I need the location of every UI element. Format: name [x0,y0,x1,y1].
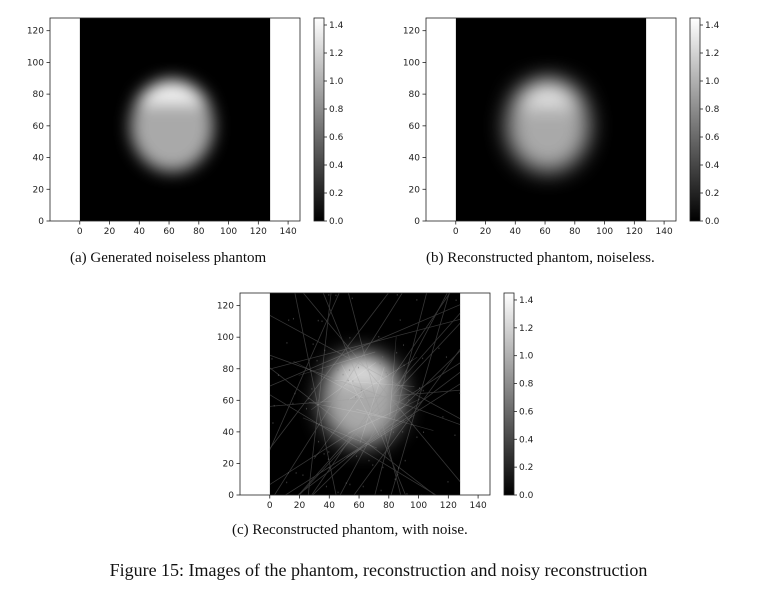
subcaption-b: (b) Reconstructed phantom, noiseless. [426,250,655,266]
y-tick-label: 20 [33,185,45,195]
y-tick-label: 60 [33,122,45,132]
phantom-plot-b: 0 20 40 60 80 100 120 140 0 20 40 60 80 100 120 0.0 0.2 0… [403,17,720,237]
x-tick-label: 140 [470,501,487,511]
colorbar-tick-label: 1.2 [329,49,343,59]
y-tick-label: 0 [414,217,420,227]
y-tick-label: 120 [403,27,420,37]
x-tick-label: 120 [626,227,643,237]
x-tick-label: 100 [220,227,237,237]
colorbar-tick-label: 1.4 [329,21,344,31]
colorbar-tick-label: 0.0 [705,217,720,227]
x-tick-label: 0 [453,227,459,237]
x-tick-label: 80 [193,227,205,237]
colorbar-tick-label: 0.4 [705,161,720,171]
colorbar-tick-label: 1.0 [329,77,344,87]
panel-c: 0 20 40 60 80 100 120 140 0 20 40 60 80 100 120 0.0 0.2 0… [190,285,570,545]
colorbar-tick-label: 0.2 [519,463,533,473]
x-tick-label: 0 [267,501,273,511]
colorbar-tick-label: 0.6 [705,133,720,143]
x-tick-label: 20 [294,501,306,511]
x-tick-label: 80 [569,227,581,237]
x-tick-label: 100 [410,501,427,511]
colorbar-tick-label: 0.0 [519,491,534,501]
colorbar-tick-label: 1.2 [705,49,719,59]
figure-caption: Figure 15: Images of the phantom, recons… [109,560,648,580]
y-tick-label: 0 [228,491,234,501]
x-tick-label: 120 [250,227,267,237]
colorbar [503,292,515,496]
colorbar-tick-label: 1.0 [705,77,720,87]
x-tick-label: 20 [104,227,116,237]
phantom-image [455,18,647,221]
phantom-plot-a: 0 20 40 60 80 100 120 140 0 20 40 60 80 100 120 0.0 0.2 0… [27,17,344,237]
phantom-image [269,293,461,495]
x-tick-label: 140 [656,227,673,237]
y-tick-label: 60 [409,122,421,132]
phantom-plot-c: 0 20 40 60 80 100 120 140 0 20 40 60 80 100 120 0.0 0.2 0… [217,292,534,511]
colorbar-tick-label: 0.6 [329,133,344,143]
y-tick-label: 60 [223,396,235,406]
y-tick-label: 40 [223,428,235,438]
colorbar [313,17,325,222]
subcaption-c: (c) Reconstructed phantom, with noise. [232,522,468,538]
colorbar-tick-label: 0.2 [329,189,343,199]
y-tick-label: 100 [217,333,234,343]
panel-a: 0 20 40 60 80 100 120 140 0 20 40 60 80 100 120 0.0 0.2 0… [0,0,370,280]
x-tick-label: 40 [324,501,336,511]
y-tick-label: 40 [33,154,45,164]
colorbar [689,17,701,222]
y-tick-label: 40 [409,154,421,164]
y-tick-label: 0 [38,217,44,227]
colorbar-tick-label: 0.8 [519,380,534,390]
y-tick-label: 80 [409,90,421,100]
colorbar-tick-label: 0.2 [705,189,719,199]
phantom-image [79,18,271,221]
y-tick-label: 20 [409,185,421,195]
x-tick-label: 60 [163,227,175,237]
colorbar-tick-label: 0.8 [329,105,344,115]
colorbar-tick-label: 0.0 [329,217,344,227]
y-tick-label: 120 [217,302,234,312]
y-tick-label: 120 [27,27,44,37]
y-tick-label: 80 [33,90,45,100]
x-tick-label: 120 [440,501,457,511]
x-tick-label: 60 [353,501,365,511]
colorbar-tick-label: 1.4 [519,296,534,306]
colorbar-tick-label: 1.4 [705,21,720,31]
colorbar-tick-label: 0.4 [329,161,344,171]
y-tick-label: 80 [223,365,235,375]
panel-b: 0 20 40 60 80 100 120 140 0 20 40 60 80 100 120 0.0 0.2 0… [376,0,757,280]
x-tick-label: 140 [280,227,297,237]
y-tick-label: 20 [223,459,235,469]
x-tick-label: 20 [480,227,492,237]
x-tick-label: 0 [77,227,83,237]
colorbar-tick-label: 1.2 [519,324,533,334]
subcaption-a: (a) Generated noiseless phantom [70,250,267,266]
colorbar-tick-label: 1.0 [519,352,534,362]
colorbar-tick-label: 0.6 [519,407,534,417]
x-tick-label: 100 [596,227,613,237]
colorbar-tick-label: 0.8 [705,105,720,115]
x-tick-label: 40 [510,227,522,237]
y-tick-label: 100 [27,58,44,68]
x-tick-label: 60 [539,227,551,237]
x-tick-label: 40 [134,227,146,237]
colorbar-tick-label: 0.4 [519,435,534,445]
x-tick-label: 80 [383,501,395,511]
y-tick-label: 100 [403,58,420,68]
